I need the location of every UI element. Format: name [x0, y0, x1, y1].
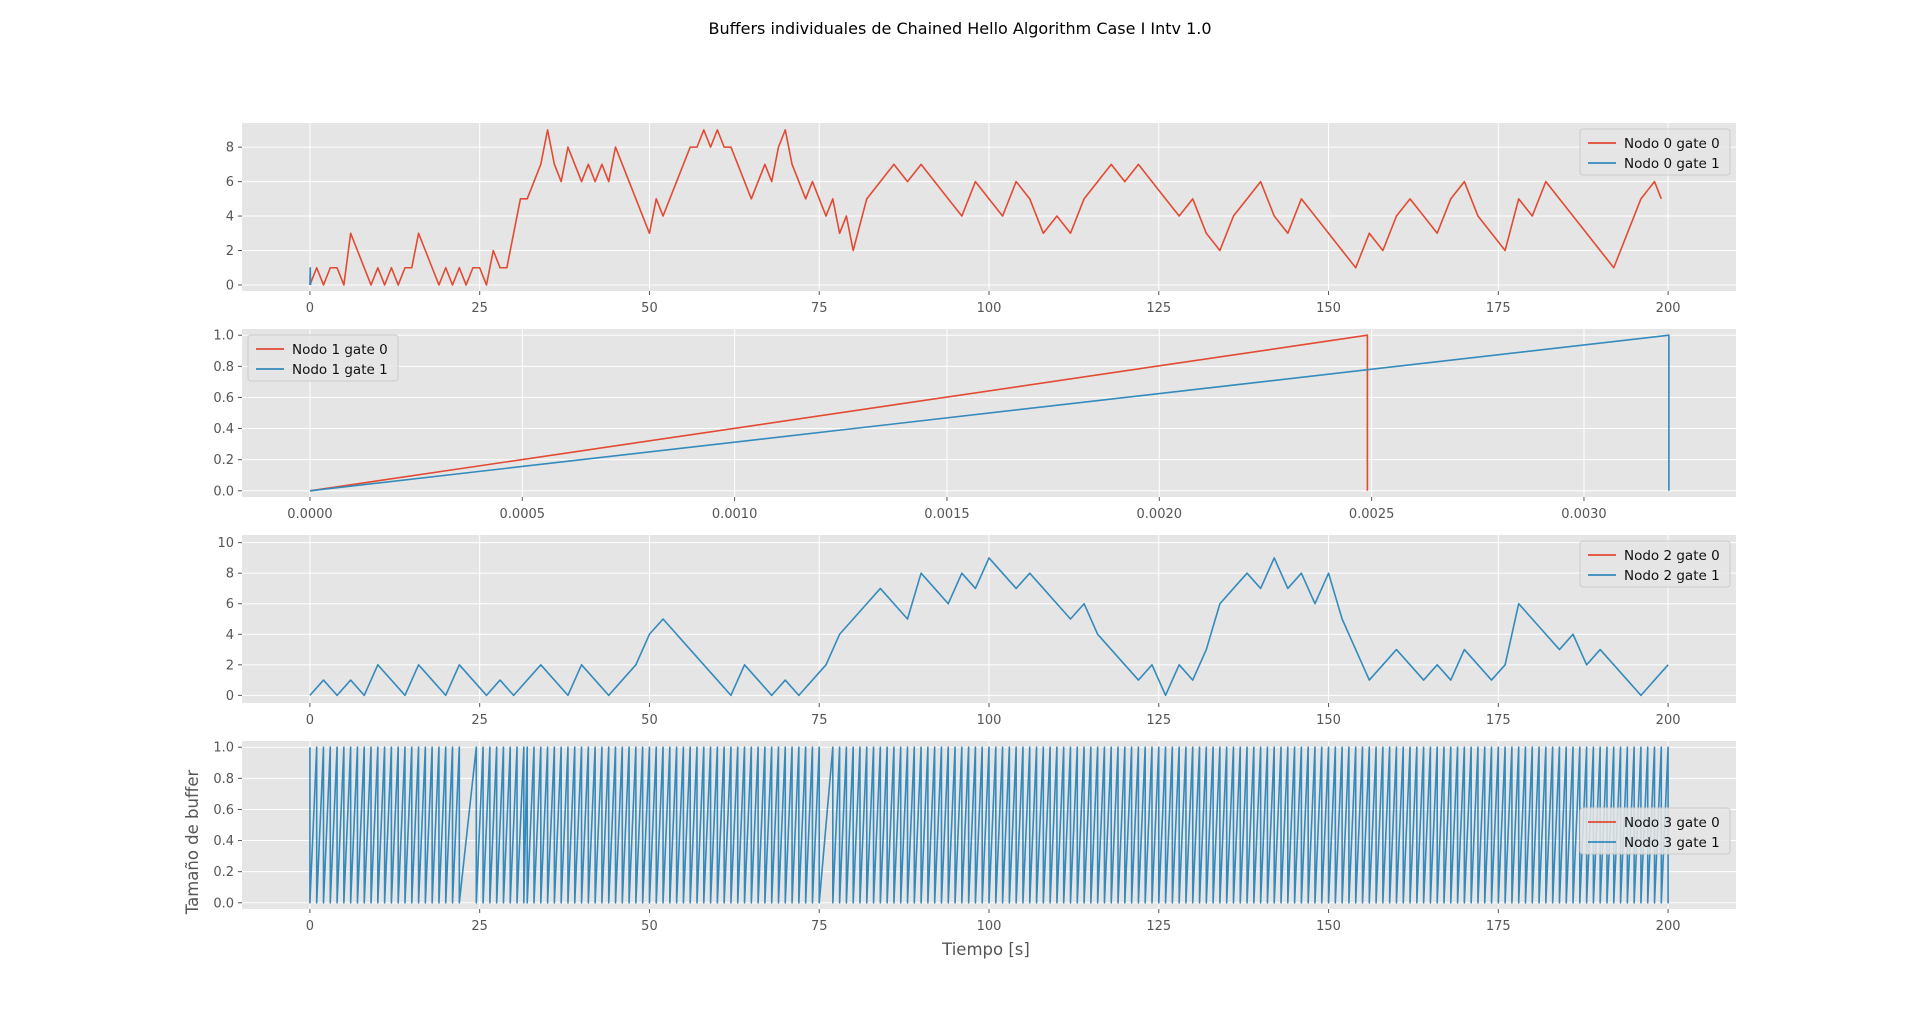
y-tick-label: 0.4: [213, 422, 234, 437]
legend-label: Nodo 2 gate 1: [1624, 568, 1720, 584]
x-tick-label: 50: [641, 301, 658, 316]
y-tick-label: 2: [226, 244, 234, 259]
subplot-2: 0 25 50 75 100 125 150 175 200 0 2 4 6 8 10 Nodo 2 gate…: [217, 535, 1736, 728]
figure-title: Buffers individuales de Chained Hello Al…: [708, 19, 1211, 38]
y-tick-label: 6: [226, 175, 234, 190]
x-tick-label: 0.0005: [500, 507, 546, 522]
x-tick-label: 0.0025: [1349, 507, 1395, 522]
y-tick-label: 6: [226, 597, 234, 612]
legend-label: Nodo 0 gate 1: [1624, 156, 1720, 172]
x-tick-label: 125: [1146, 713, 1171, 728]
y-tick-label: 0.4: [213, 834, 234, 849]
y-tick-label: 0.2: [213, 453, 234, 468]
series-line-0: [309, 129, 1663, 286]
x-tick-label: 0: [306, 713, 314, 728]
legend-label: Nodo 2 gate 0: [1624, 548, 1720, 564]
legend: Nodo 0 gate 0 Nodo 0 gate 1: [1579, 128, 1731, 176]
y-tick-label: 8: [226, 567, 234, 582]
legend-box: [1579, 807, 1731, 855]
x-tick-label: 150: [1316, 919, 1341, 934]
y-tick-label: 0: [226, 278, 234, 293]
x-tick-label: 175: [1486, 919, 1511, 934]
y-tick-label: 2: [226, 658, 234, 673]
x-tick-label: 75: [811, 301, 828, 316]
x-tick-label: 0.0010: [712, 507, 758, 522]
legend-label: Nodo 1 gate 1: [292, 362, 388, 378]
y-tick-label: 0: [226, 689, 234, 704]
x-tick-label: 150: [1316, 301, 1341, 316]
x-tick-label: 50: [641, 919, 658, 934]
y-tick-label: 0.6: [213, 803, 234, 818]
legend-label: Nodo 1 gate 0: [292, 342, 388, 358]
x-tick-label: 25: [471, 919, 488, 934]
series-line-1: [309, 746, 1669, 904]
y-tick-label: 1.0: [213, 329, 234, 344]
legend-label: Nodo 3 gate 0: [1624, 815, 1720, 831]
x-tick-label: 125: [1146, 919, 1171, 934]
x-tick-label: 100: [977, 919, 1002, 934]
y-tick-label: 0.0: [213, 896, 234, 911]
x-tick-label: 25: [471, 301, 488, 316]
x-tick-label: 150: [1316, 713, 1341, 728]
y-axis-label: Tamaño de buffer: [183, 770, 202, 916]
x-tick-label: 75: [811, 713, 828, 728]
x-tick-label: 100: [977, 713, 1002, 728]
x-axis-label: Tiempo [s]: [941, 940, 1030, 959]
x-tick-label: 175: [1486, 713, 1511, 728]
legend: Nodo 2 gate 0 Nodo 2 gate 1: [1579, 540, 1731, 588]
subplot-1: 0.0000 0.0005 0.0010 0.0015 0.0020 0.0025 0.00…: [213, 329, 1736, 522]
x-tick-label: 0: [306, 301, 314, 316]
y-tick-label: 0.8: [213, 360, 234, 375]
x-tick-label: 50: [641, 713, 658, 728]
y-tick-label: 1.0: [213, 741, 234, 756]
series-line-0: [309, 334, 1369, 492]
legend-box: [247, 334, 399, 382]
x-tick-label: 0.0015: [924, 507, 970, 522]
subplot-0: 0 25 50 75 100 125 150 175 200 0 2 4 6 8 Nodo 0 gate 0…: [226, 123, 1736, 316]
x-tick-label: 200: [1656, 713, 1681, 728]
x-tick-label: 0.0020: [1137, 507, 1183, 522]
legend: Nodo 1 gate 0 Nodo 1 gate 1: [247, 334, 399, 382]
x-tick-label: 100: [977, 301, 1002, 316]
legend-box: [1579, 128, 1731, 176]
x-tick-label: 0: [306, 919, 314, 934]
series-line-1: [309, 557, 1669, 697]
legend: Nodo 3 gate 0 Nodo 3 gate 1: [1579, 807, 1731, 855]
y-tick-label: 0.0: [213, 484, 234, 499]
y-tick-label: 0.2: [213, 865, 234, 880]
series-line-1: [309, 266, 312, 285]
y-tick-label: 8: [226, 141, 234, 156]
x-tick-label: 25: [471, 713, 488, 728]
x-tick-label: 175: [1486, 301, 1511, 316]
y-tick-label: 4: [226, 628, 234, 643]
legend-box: [1579, 540, 1731, 588]
x-tick-label: 200: [1656, 919, 1681, 934]
legend-label: Nodo 0 gate 0: [1624, 136, 1720, 152]
x-tick-label: 200: [1656, 301, 1681, 316]
x-tick-label: 125: [1146, 301, 1171, 316]
y-tick-label: 0.8: [213, 772, 234, 787]
x-tick-label: 0.0000: [287, 507, 333, 522]
y-tick-label: 0.6: [213, 391, 234, 406]
x-tick-label: 75: [811, 919, 828, 934]
y-tick-label: 4: [226, 210, 234, 225]
subplot-3: 0 25 50 75 100 125 150 175 200 0.0 0.2 0.4 0.6 0.8 1.0…: [213, 741, 1736, 934]
y-tick-label: 10: [217, 536, 234, 551]
legend-label: Nodo 3 gate 1: [1624, 835, 1720, 851]
series-line-1: [309, 334, 1670, 492]
x-tick-label: 0.0030: [1561, 507, 1607, 522]
